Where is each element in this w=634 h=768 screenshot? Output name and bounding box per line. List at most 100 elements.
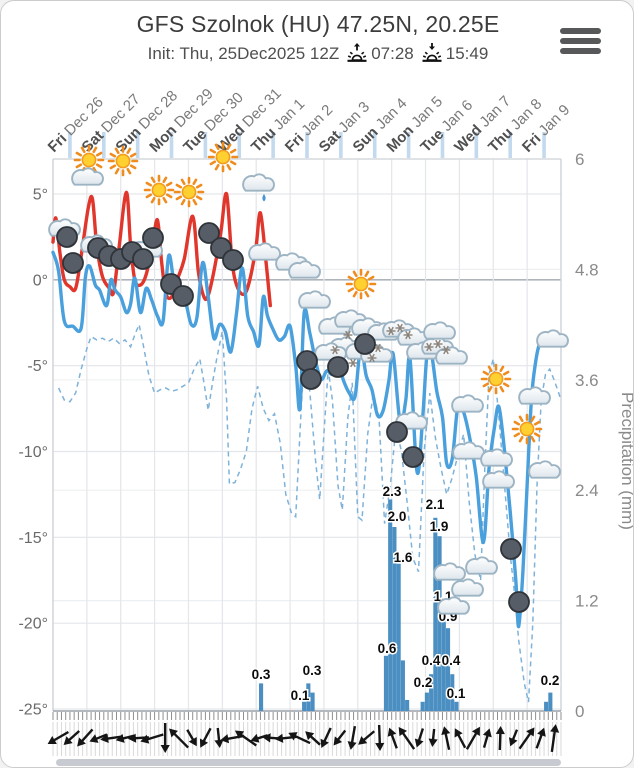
precip-value-label: 0.2 bbox=[541, 673, 560, 688]
moon-icon bbox=[296, 350, 318, 372]
moon-icon bbox=[172, 285, 194, 307]
cloud-icon bbox=[480, 448, 513, 467]
wind-arrow bbox=[535, 727, 546, 749]
snowflake-icon bbox=[433, 339, 443, 349]
wind-arrow bbox=[454, 728, 467, 749]
sunset-block: 15:49 bbox=[421, 43, 488, 65]
day-tick bbox=[68, 132, 72, 158]
temp-axis-label: -25° bbox=[18, 702, 48, 719]
init-subtitle: Init: Thu, 25Dec2025 12Z 07:28 bbox=[1, 43, 633, 65]
day-tick bbox=[203, 132, 208, 158]
snowflake-icon bbox=[441, 345, 451, 355]
snowflake-icon bbox=[348, 358, 358, 368]
sunrise-block: 07:28 bbox=[346, 43, 414, 65]
precip-bar bbox=[544, 701, 549, 711]
wind-arrow bbox=[482, 728, 492, 748]
precip-bar bbox=[424, 692, 429, 711]
precip-bar bbox=[392, 527, 397, 711]
sunset-icon bbox=[422, 43, 442, 62]
wind-arrow bbox=[305, 731, 321, 746]
moon-icon bbox=[386, 421, 408, 443]
wind-arrow bbox=[508, 729, 519, 747]
precip-bar bbox=[302, 701, 307, 711]
dashed-temperature-line bbox=[57, 321, 562, 703]
precip-value-label: 0.1 bbox=[447, 686, 466, 701]
precip-value-label: 1.6 bbox=[394, 550, 413, 565]
cloud-icon bbox=[435, 346, 468, 365]
sunrise-icon bbox=[347, 43, 367, 62]
precip-value-label: 0.4 bbox=[442, 653, 461, 668]
moon-icon bbox=[62, 252, 84, 274]
precip-value-label: 2.0 bbox=[388, 509, 407, 524]
temp-axis-label: -15° bbox=[18, 530, 48, 547]
precip-bar bbox=[429, 674, 434, 711]
cloud-icon bbox=[423, 321, 456, 340]
wind-arrow bbox=[398, 726, 416, 750]
moon-icon bbox=[56, 226, 78, 248]
precip-axis-label: 3.6 bbox=[575, 371, 599, 390]
day-tick bbox=[339, 132, 343, 158]
cloud-icon bbox=[288, 260, 321, 279]
wind-arrow bbox=[63, 730, 81, 746]
sunrise-time: 07:28 bbox=[371, 44, 414, 63]
wind-arrow bbox=[428, 728, 438, 747]
day-tick bbox=[440, 132, 445, 158]
day-tick bbox=[135, 132, 140, 158]
wind-arrow bbox=[550, 724, 560, 753]
snowflake-icon bbox=[330, 345, 340, 355]
cloud-icon bbox=[482, 470, 515, 489]
day-tick bbox=[169, 132, 174, 158]
moon-icon bbox=[222, 249, 244, 271]
hamburger-menu-icon[interactable] bbox=[560, 28, 601, 54]
precip-value-label: 1.9 bbox=[430, 519, 449, 534]
precip-bar bbox=[437, 536, 442, 711]
sun-icon bbox=[173, 176, 205, 208]
precip-axis-label: 4.8 bbox=[575, 260, 599, 279]
precip-value-label: 2.1 bbox=[426, 497, 445, 512]
temp-axis-label: 0° bbox=[33, 272, 48, 289]
precip-bar bbox=[306, 683, 311, 711]
wind-arrow bbox=[347, 725, 357, 750]
wind-arrow bbox=[375, 724, 385, 751]
wind-arrow bbox=[387, 727, 398, 749]
snowflake-icon bbox=[424, 342, 434, 352]
snowflake-icon bbox=[395, 323, 405, 333]
precip-bar bbox=[450, 674, 455, 711]
sun-icon bbox=[345, 268, 377, 300]
precip-axis-label: 2.4 bbox=[575, 481, 599, 500]
day-tick bbox=[305, 132, 309, 158]
moon-icon bbox=[142, 227, 164, 249]
wind-arrow bbox=[441, 726, 451, 750]
day-tick bbox=[542, 132, 546, 158]
precip-value-label: 0.6 bbox=[378, 641, 397, 656]
sun-cloud-icon bbox=[71, 167, 104, 186]
cloud-icon bbox=[451, 578, 484, 597]
day-tick bbox=[102, 132, 106, 158]
day-tick bbox=[406, 132, 411, 158]
page-title: GFS Szolnok (HU) 47.25N, 20.25E bbox=[136, 11, 500, 37]
precip-axis-title: Precipitation (mm) bbox=[618, 392, 634, 530]
day-tick bbox=[372, 132, 377, 158]
cloud-icon bbox=[298, 290, 331, 309]
temp-axis-label: -20° bbox=[18, 616, 48, 633]
raindrop-icon bbox=[262, 194, 266, 202]
cloud-icon bbox=[536, 329, 569, 348]
precip-value-label: 2.3 bbox=[383, 484, 402, 499]
precip-bar bbox=[441, 609, 446, 711]
precip-value-label: 0.4 bbox=[422, 653, 441, 668]
precip-bar bbox=[259, 683, 264, 711]
sun-icon bbox=[511, 413, 543, 445]
wind-arrow bbox=[465, 726, 480, 750]
init-label: Init: Thu, 25Dec2025 12Z bbox=[147, 44, 340, 63]
bottom-scrollbar bbox=[56, 759, 561, 766]
precip-bar bbox=[454, 701, 459, 711]
moon-icon bbox=[354, 333, 376, 355]
day-tick bbox=[474, 132, 479, 158]
wind-arrow bbox=[169, 728, 189, 749]
cloud-icon bbox=[451, 394, 484, 413]
wind-arrow bbox=[333, 729, 347, 746]
day-tick bbox=[237, 132, 242, 158]
precip-axis-label: 1.2 bbox=[575, 592, 599, 611]
